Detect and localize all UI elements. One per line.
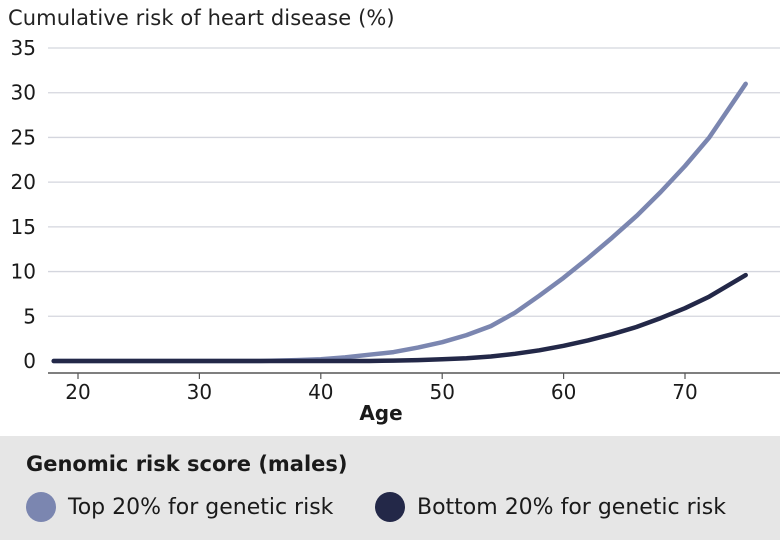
legend-item-bottom-20: Bottom 20% for genetic risk — [375, 490, 726, 524]
y-tick-label: 25 — [11, 125, 36, 149]
series-line-top-20 — [51, 81, 748, 364]
y-tick-label: 35 — [11, 36, 36, 60]
y-tick-label: 5 — [23, 304, 36, 328]
y-tick-label: 30 — [11, 81, 36, 105]
y-tick-label: 0 — [23, 349, 36, 373]
y-tick-label: 10 — [11, 260, 36, 284]
y-tick-label: 15 — [11, 215, 36, 239]
series-line-bottom-20 — [51, 272, 748, 364]
legend-swatch-top-20 — [26, 492, 56, 522]
x-tick-label: 20 — [65, 380, 90, 404]
y-axis-ticks: 0 5 10 15 20 25 30 35 — [11, 36, 36, 373]
x-tick-label: 30 — [187, 380, 212, 404]
x-axis-ticks: 20 30 40 50 60 70 — [65, 373, 698, 404]
plot-area: 0 5 10 15 20 25 30 35 20 30 40 50 60 70 Age — [11, 36, 780, 425]
legend-label-top-20: Top 20% for genetic risk — [68, 494, 334, 520]
grid-lines — [48, 47, 780, 317]
legend-item-top-20: Top 20% for genetic risk — [26, 490, 333, 524]
x-tick-label: 70 — [672, 380, 697, 404]
legend-title: Genomic risk score (males) — [26, 452, 348, 476]
chart-title: Cumulative risk of heart disease (%) — [8, 6, 395, 30]
x-axis-label: Age — [359, 401, 402, 425]
y-tick-label: 20 — [11, 170, 36, 194]
series-lines — [51, 81, 748, 364]
legend: Genomic risk score (males) Top 20% for g… — [0, 436, 780, 540]
legend-swatch-bottom-20 — [375, 492, 405, 522]
x-tick-label: 50 — [429, 380, 454, 404]
legend-label-bottom-20: Bottom 20% for genetic risk — [417, 494, 726, 520]
x-tick-label: 40 — [308, 380, 333, 404]
x-tick-label: 60 — [551, 380, 576, 404]
